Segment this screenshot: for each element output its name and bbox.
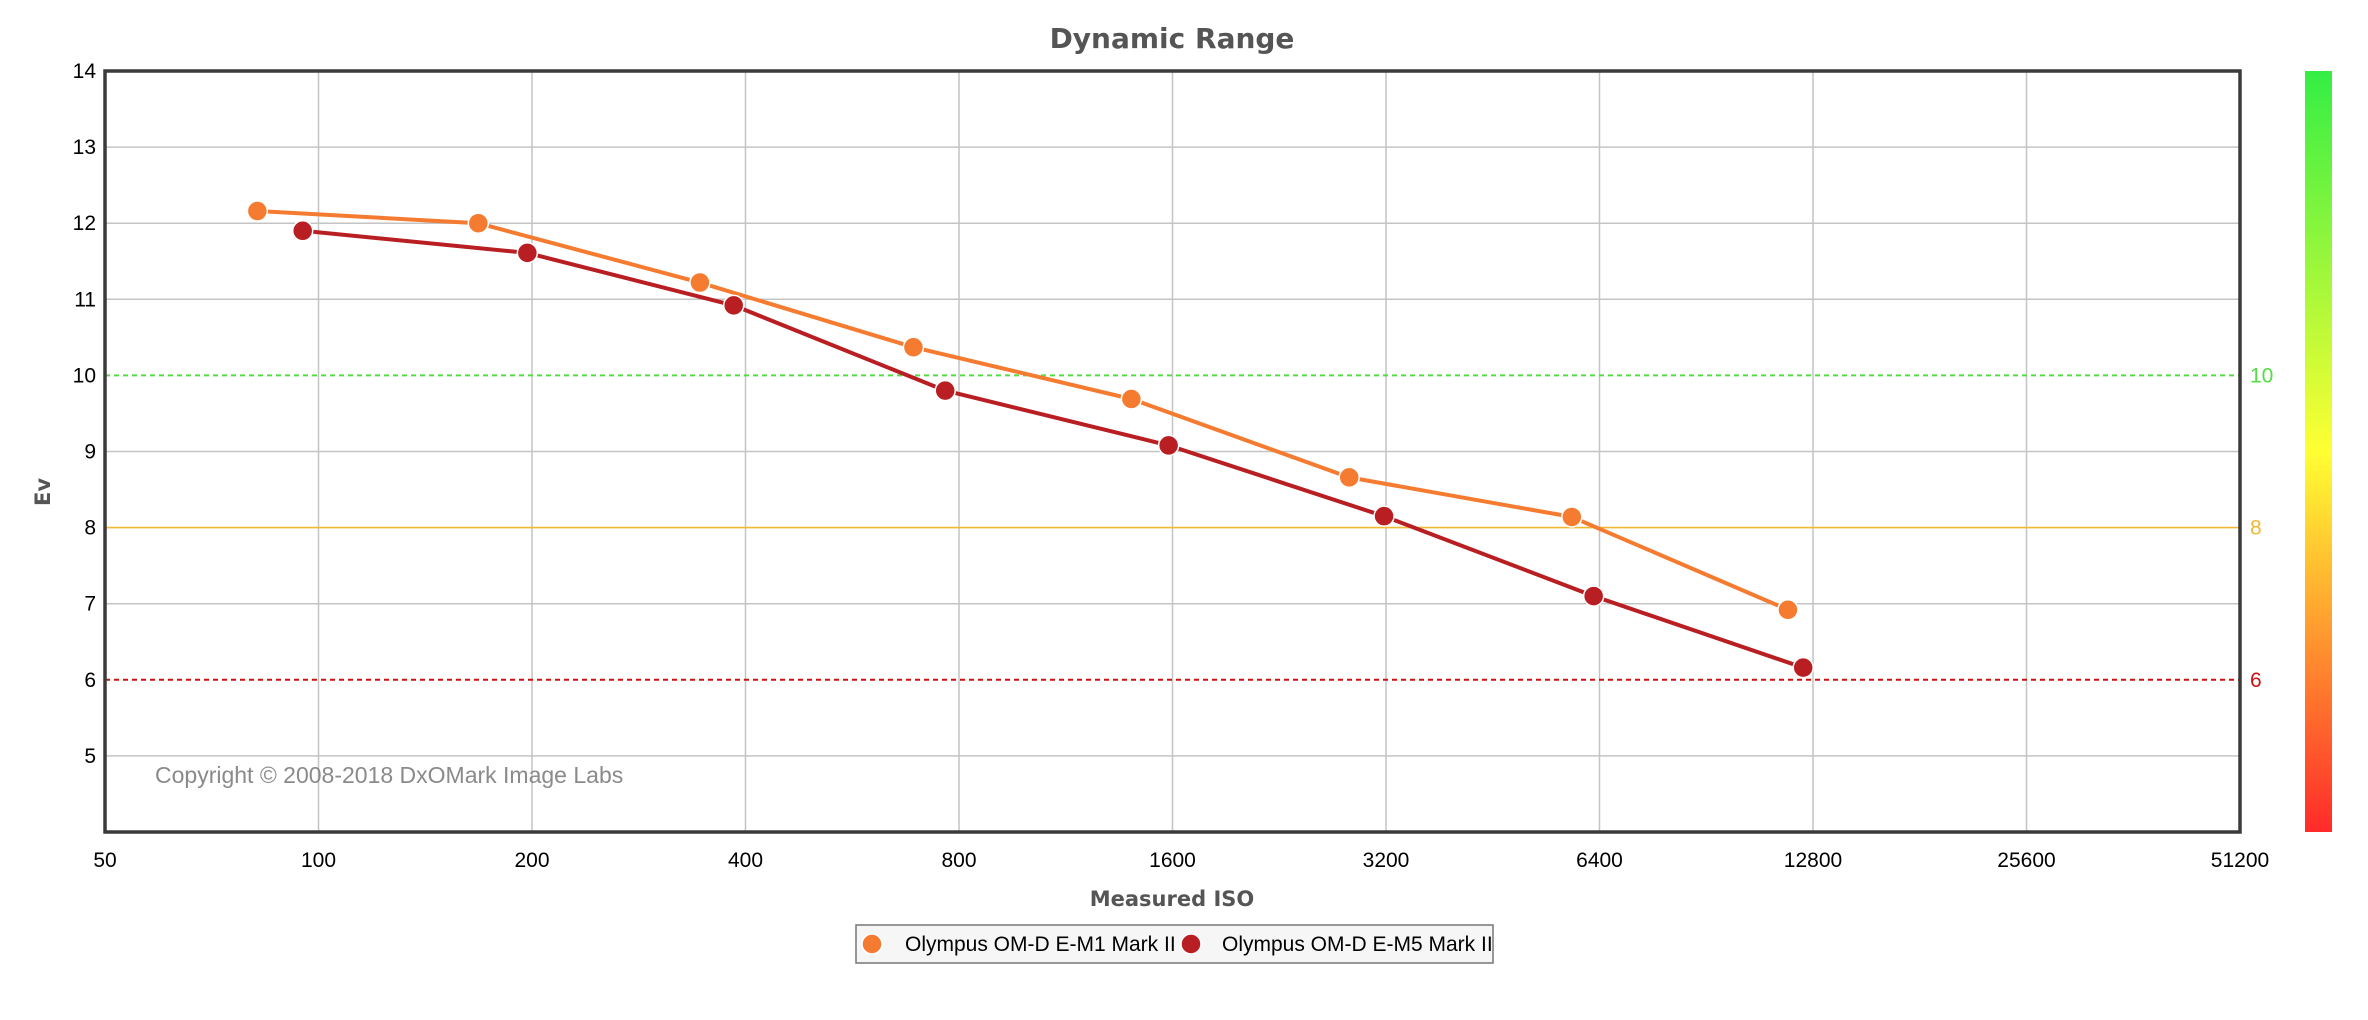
reference-line-label: 10	[2250, 364, 2273, 387]
y-tick-label: 14	[73, 60, 97, 83]
reference-lines: 10 8 6	[105, 364, 2273, 692]
x-tick-label: 200	[514, 849, 549, 872]
data-point	[246, 200, 269, 222]
x-tick-label: 800	[941, 849, 976, 872]
y-axis-label: Ev	[31, 478, 55, 506]
data-point	[291, 220, 314, 242]
y-tick-label: 11	[74, 288, 96, 311]
y-tick-label: 10	[73, 364, 96, 387]
legend-item-e-m5[interactable]: Olympus OM-D E-M5 Mark II	[1180, 933, 1493, 956]
x-axis-label: Measured ISO	[1090, 887, 1255, 911]
y-tick-label: 13	[73, 136, 96, 159]
x-tick-label: 3200	[1363, 849, 1410, 872]
reference-line-label: 8	[2250, 517, 2262, 540]
x-tick-label: 1600	[1149, 849, 1196, 872]
series-line	[302, 228, 1804, 670]
y-tick-label: 5	[84, 745, 96, 768]
color-scale-bar	[2305, 71, 2332, 832]
x-tick-label: 400	[728, 849, 763, 872]
legend-label-e-m5: Olympus OM-D E-M5 Mark II	[1222, 933, 1493, 956]
x-tick-label: 51200	[2211, 849, 2269, 872]
data-point	[1561, 506, 1583, 528]
plot-frame	[103, 69, 2242, 834]
x-tick-label: 100	[301, 849, 336, 872]
data-point	[722, 294, 745, 317]
legend-box	[855, 924, 1494, 964]
x-tick-label: 6400	[1576, 849, 1623, 872]
data-point	[1120, 388, 1143, 410]
data-point	[1157, 434, 1180, 457]
y-tick-label: 12	[73, 212, 96, 235]
legend-label-e-m1: Olympus OM-D E-M1 Mark II	[905, 933, 1176, 956]
data-point	[516, 242, 539, 264]
data-point	[1373, 505, 1395, 527]
reference-line-label: 6	[2250, 669, 2262, 692]
data-point	[1777, 599, 1799, 621]
x-tick-label: 12800	[1784, 849, 1842, 872]
axis-ticks: 50 100 200 400 800 1600 3200 6400 12800 25600 5120…	[73, 60, 2270, 872]
legend-marker-e-m5	[1180, 933, 1202, 955]
legend: Olympus OM-D E-M1 Mark II Olympus OM-D E…	[855, 924, 1494, 964]
chart-title: Dynamic Range	[1050, 22, 1295, 55]
x-tick-label: 50	[93, 849, 116, 872]
y-tick-label: 8	[84, 517, 96, 540]
legend-marker-e-m1	[861, 933, 883, 955]
legend-item-e-m1[interactable]: Olympus OM-D E-M1 Mark II	[861, 933, 1176, 956]
data-point	[934, 379, 956, 402]
data-point	[689, 271, 711, 294]
series-line	[257, 209, 1789, 612]
copyright-annotation: Copyright © 2008-2018 DxOMark Image Labs	[155, 762, 623, 788]
data-point	[467, 212, 490, 234]
y-tick-label: 9	[84, 441, 96, 464]
data-point	[1792, 656, 1814, 679]
data-point	[1338, 466, 1360, 489]
data-point	[902, 336, 925, 358]
series	[246, 200, 1814, 679]
x-tick-label: 25600	[1997, 849, 2055, 872]
y-tick-label: 7	[84, 593, 96, 616]
grid	[105, 71, 2240, 832]
data-point	[1582, 585, 1605, 607]
y-tick-label: 6	[84, 669, 96, 692]
